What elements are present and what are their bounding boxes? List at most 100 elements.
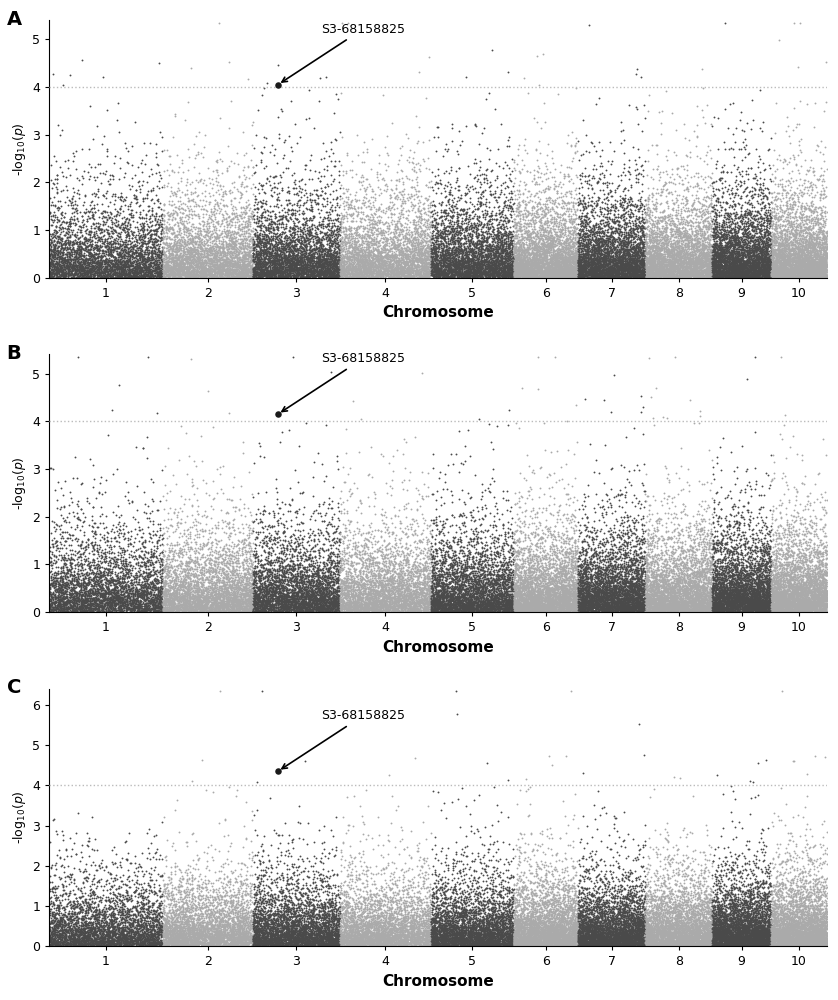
- Point: [763, 538, 777, 554]
- Point: [750, 923, 763, 939]
- Point: [91, 923, 104, 939]
- Point: [283, 153, 297, 169]
- Point: [412, 906, 426, 922]
- Point: [319, 267, 333, 283]
- Point: [363, 247, 376, 263]
- Point: [432, 925, 446, 941]
- Point: [385, 921, 398, 937]
- Point: [511, 935, 525, 951]
- Point: [242, 924, 256, 940]
- Point: [551, 599, 564, 615]
- Point: [621, 920, 634, 936]
- Point: [278, 249, 292, 265]
- Point: [300, 588, 313, 604]
- Point: [690, 916, 703, 932]
- Point: [654, 932, 668, 948]
- Point: [671, 937, 685, 953]
- Point: [186, 216, 199, 232]
- Point: [601, 544, 614, 560]
- Point: [757, 579, 770, 595]
- Point: [790, 585, 804, 601]
- Point: [394, 891, 407, 907]
- Point: [560, 859, 573, 875]
- Point: [593, 213, 607, 229]
- Point: [819, 249, 832, 265]
- Point: [789, 227, 803, 243]
- Point: [115, 879, 128, 895]
- Point: [572, 935, 586, 951]
- Point: [299, 236, 313, 252]
- Point: [726, 252, 739, 268]
- Point: [476, 260, 489, 276]
- Point: [521, 591, 535, 607]
- Point: [679, 593, 692, 609]
- Point: [404, 263, 417, 279]
- Point: [90, 264, 103, 280]
- Point: [334, 251, 348, 267]
- Point: [551, 938, 565, 954]
- Point: [757, 574, 770, 590]
- Point: [529, 569, 542, 585]
- Point: [492, 925, 505, 941]
- Point: [445, 578, 458, 594]
- Point: [769, 267, 783, 283]
- Point: [67, 568, 80, 584]
- Point: [533, 897, 546, 913]
- Point: [455, 265, 468, 281]
- Point: [755, 583, 768, 599]
- Point: [385, 567, 399, 583]
- Point: [59, 594, 72, 610]
- Point: [744, 595, 758, 611]
- Point: [661, 198, 675, 214]
- Point: [427, 261, 441, 277]
- Point: [176, 247, 189, 263]
- Point: [506, 566, 520, 582]
- Point: [810, 243, 824, 259]
- Point: [587, 603, 601, 619]
- Point: [680, 259, 694, 275]
- Point: [275, 603, 288, 619]
- Point: [738, 265, 752, 281]
- Point: [604, 592, 618, 608]
- Point: [437, 895, 450, 911]
- Point: [184, 254, 198, 270]
- Point: [138, 586, 152, 602]
- Point: [540, 579, 553, 595]
- Point: [428, 929, 442, 945]
- Point: [608, 901, 621, 917]
- Point: [165, 585, 178, 601]
- Point: [374, 523, 387, 539]
- Point: [512, 936, 525, 952]
- Point: [724, 924, 737, 940]
- Point: [592, 238, 606, 254]
- Point: [533, 930, 546, 946]
- Point: [223, 209, 236, 225]
- Point: [757, 931, 770, 947]
- Point: [571, 596, 584, 612]
- Point: [750, 603, 763, 619]
- Point: [205, 252, 219, 268]
- Point: [651, 185, 665, 201]
- Point: [706, 603, 720, 619]
- Point: [215, 907, 228, 923]
- Point: [498, 588, 511, 604]
- Point: [283, 932, 297, 948]
- Point: [206, 594, 220, 610]
- Point: [615, 515, 628, 531]
- Point: [123, 262, 137, 278]
- Point: [370, 915, 384, 931]
- Point: [97, 933, 111, 949]
- Point: [171, 254, 184, 270]
- Point: [264, 246, 277, 262]
- Point: [255, 838, 268, 854]
- Point: [453, 937, 467, 953]
- Point: [323, 552, 337, 568]
- Point: [540, 872, 553, 888]
- Point: [388, 223, 401, 239]
- Point: [709, 928, 722, 944]
- Point: [44, 236, 57, 252]
- Point: [811, 260, 825, 276]
- Point: [767, 244, 780, 260]
- Point: [702, 248, 716, 264]
- Point: [617, 596, 630, 612]
